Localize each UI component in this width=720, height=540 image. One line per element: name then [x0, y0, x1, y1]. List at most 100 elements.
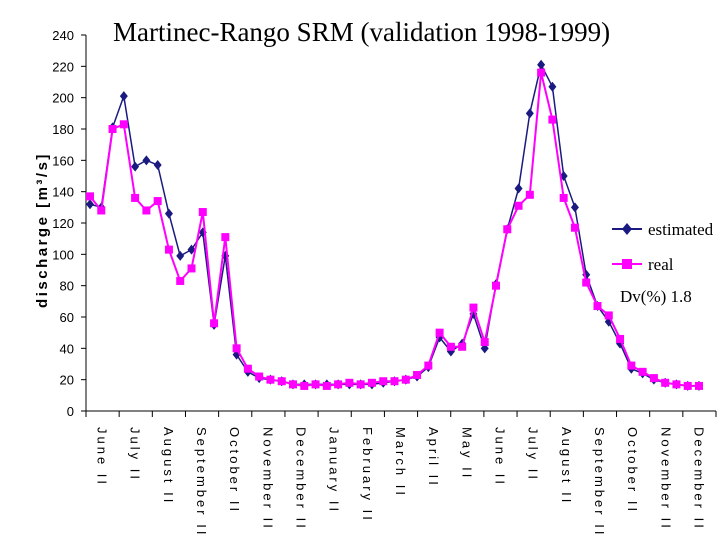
point-real: [367, 378, 376, 387]
point-real: [153, 197, 162, 206]
legend-estimated-marker: [622, 223, 632, 235]
point-real: [424, 361, 433, 370]
point-real: [559, 193, 568, 202]
point-real: [131, 193, 140, 202]
point-real: [142, 206, 151, 215]
point-real: [593, 302, 602, 311]
point-real: [311, 380, 320, 389]
point-real: [672, 380, 681, 389]
x-tick-label: June II: [492, 427, 507, 487]
x-tick-label: October II: [625, 427, 640, 514]
point-real: [232, 344, 241, 353]
point-estimated: [164, 208, 173, 219]
point-real: [548, 115, 557, 124]
y-tick-label: 60: [60, 310, 74, 325]
point-real: [435, 328, 444, 337]
point-real: [119, 120, 128, 129]
point-real: [695, 381, 703, 390]
point-estimated: [176, 250, 185, 261]
point-real: [649, 374, 658, 383]
point-estimated: [131, 161, 140, 172]
x-tick-label: September II: [194, 427, 209, 537]
y-tick-label: 160: [52, 153, 74, 168]
point-real: [300, 381, 309, 390]
point-estimated: [86, 199, 94, 210]
point-real: [86, 192, 94, 201]
series-line-estimated: [89, 62, 699, 387]
point-real: [570, 223, 579, 232]
point-real: [97, 206, 106, 215]
point-real: [514, 201, 523, 210]
point-estimated: [142, 155, 151, 166]
point-real: [390, 377, 399, 386]
point-real: [503, 225, 512, 234]
x-tick-label: August II: [161, 427, 176, 505]
point-estimated: [537, 59, 546, 70]
point-real: [356, 380, 365, 389]
y-tick-label: 40: [60, 341, 74, 356]
y-tick-label: 240: [52, 28, 74, 43]
x-tick-label: May II: [459, 427, 474, 480]
point-estimated: [525, 108, 534, 119]
point-real: [289, 380, 297, 389]
x-axis-ticks: June II July II August II September II Octob…: [85, 411, 717, 537]
point-real: [683, 381, 692, 390]
y-tick-label: 220: [52, 59, 74, 74]
point-real: [413, 370, 422, 379]
point-real: [638, 367, 647, 376]
point-real: [345, 378, 354, 387]
point-estimated: [119, 91, 128, 102]
x-tick-label: October II: [227, 427, 242, 514]
point-real: [480, 338, 489, 347]
point-real: [334, 380, 343, 389]
x-tick-label: July II: [128, 427, 143, 482]
point-real: [627, 361, 636, 370]
point-real: [616, 334, 625, 343]
point-real: [604, 311, 613, 320]
point-real: [582, 278, 591, 287]
series-line-real: [89, 72, 699, 387]
y-axis-label: discharge [m³/s]: [34, 152, 51, 308]
x-tick-label: July II: [526, 427, 541, 482]
y-tick-label: 120: [52, 216, 74, 231]
y-tick-label: 140: [52, 185, 74, 200]
x-tick-label: June II: [95, 427, 110, 487]
annotation-dv: Dv(%) 1.8: [620, 287, 692, 306]
point-real: [210, 319, 219, 328]
series-estimated: [86, 59, 703, 391]
y-tick-label: 80: [60, 279, 74, 294]
y-axis-ticks: 0 20 40 60 80 100 120 140 160 180 200 220 240: [52, 28, 86, 419]
point-estimated: [187, 244, 196, 255]
point-real: [221, 233, 230, 242]
legend: estimated real Dv(%) 1.8: [612, 220, 714, 306]
point-real: [255, 372, 264, 381]
x-tick-label: November II: [658, 427, 673, 531]
x-tick-label: December II: [691, 427, 706, 531]
x-tick-label: August II: [559, 427, 574, 505]
y-tick-label: 100: [52, 247, 74, 262]
x-tick-label: November II: [260, 427, 275, 531]
point-estimated: [570, 202, 579, 213]
point-real: [277, 377, 286, 386]
x-tick-label: March II: [393, 427, 408, 498]
chart-title: Martinec-Rango SRM (validation 1998-1999…: [113, 17, 610, 47]
point-estimated: [514, 183, 523, 194]
point-real: [322, 381, 331, 390]
x-tick-label: September II: [592, 427, 607, 537]
point-real: [379, 377, 388, 386]
point-real: [401, 375, 410, 384]
point-estimated: [153, 160, 162, 171]
point-real: [243, 364, 252, 373]
y-tick-label: 200: [52, 91, 74, 106]
x-tick-label: January II: [327, 427, 342, 514]
point-real: [661, 378, 670, 387]
point-real: [164, 245, 173, 254]
legend-estimated-label: estimated: [648, 220, 714, 239]
x-tick-label: April II: [426, 427, 441, 488]
point-real: [108, 125, 117, 133]
point-real: [446, 342, 455, 351]
point-real: [187, 264, 196, 273]
point-real: [525, 190, 534, 199]
point-estimated: [548, 81, 557, 92]
